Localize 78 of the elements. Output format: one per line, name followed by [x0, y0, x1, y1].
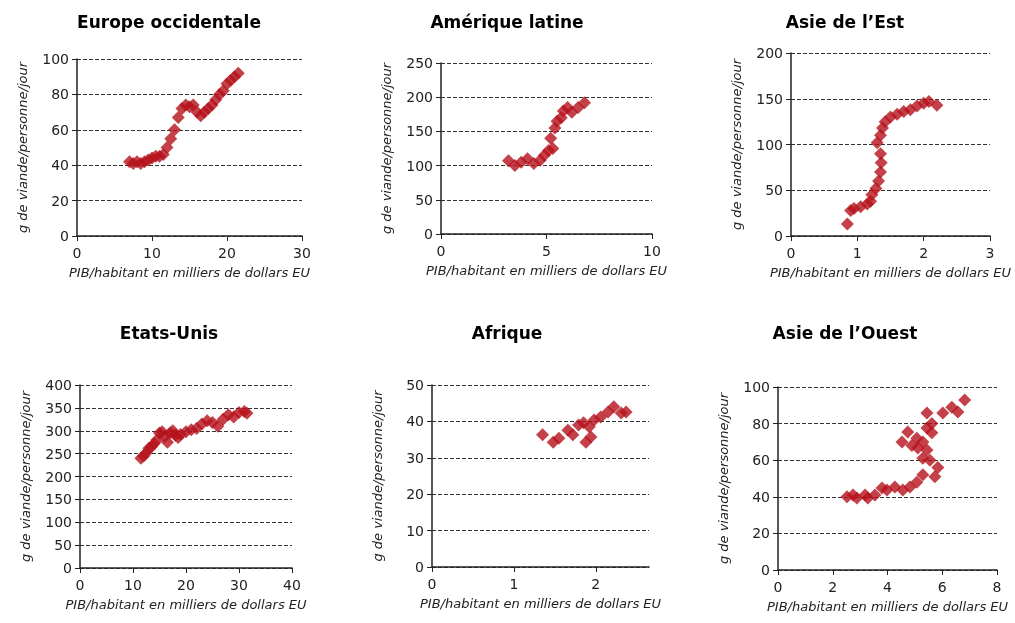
y-tick-label: 300 [45, 422, 72, 439]
y-tick-label: 60 [51, 121, 69, 138]
y-tick-label: 400 [45, 377, 72, 393]
y-tick-label: 100 [406, 157, 433, 174]
y-tick-label: 50 [54, 537, 72, 554]
x-axis-title: PIB/habitant en milliers de dollars EU [766, 599, 1009, 614]
y-tick-label: 60 [752, 452, 770, 469]
y-tick-label: 350 [45, 399, 72, 416]
y-tick-label: 50 [406, 377, 424, 393]
y-tick-label: 250 [406, 55, 433, 71]
x-tick-label: 20 [177, 577, 195, 593]
y-tick-label: 40 [406, 413, 424, 430]
chart-title: Amérique latine [430, 11, 584, 32]
y-tick-label: 100 [42, 51, 69, 67]
x-axis-title: PIB/habitant en milliers de dollars EU [68, 265, 311, 280]
y-tick-label: 150 [406, 123, 433, 140]
y-tick-label: 150 [45, 491, 72, 508]
x-tick-label: 6 [937, 579, 947, 595]
y-axis-title: g de viande/personne/jour [370, 388, 385, 562]
x-tick-label: 20 [218, 245, 236, 261]
x-tick-label: 0 [75, 577, 85, 593]
y-tick-label: 0 [415, 559, 424, 575]
y-tick-label: 0 [60, 228, 69, 244]
y-axis-title: g de viande/personne/jour [15, 60, 30, 234]
chart-title: Asie de l’Ouest [772, 322, 918, 343]
y-tick-label: 20 [752, 525, 770, 542]
x-tick-label: 0 [786, 245, 796, 261]
x-tick-label: 5 [542, 243, 551, 259]
y-tick-label: 150 [756, 90, 783, 107]
y-tick-label: 100 [756, 136, 783, 153]
y-tick-label: 10 [406, 522, 424, 539]
x-tick-label: 0 [72, 245, 82, 261]
y-axis-title: g de viande/personne/jour [729, 57, 744, 231]
y-tick-label: 100 [45, 514, 72, 531]
x-tick-label: 2 [919, 245, 929, 261]
y-tick-label: 20 [51, 192, 69, 209]
x-tick-label: 0 [436, 243, 446, 259]
x-tick-label: 10 [143, 245, 161, 261]
y-tick-label: 200 [406, 89, 433, 106]
y-tick-label: 40 [752, 488, 770, 505]
x-tick-label: 10 [124, 577, 142, 593]
x-tick-label: 1 [852, 245, 862, 261]
x-axis-title: PIB/habitant en milliers de dollars EU [425, 263, 668, 278]
chart-title: Europe occidentale [77, 11, 261, 32]
y-axis-title: g de viande/personne/jour [716, 391, 731, 565]
y-tick-label: 250 [45, 445, 72, 462]
y-tick-label: 80 [51, 86, 69, 103]
chart-title: Asie de l’Est [785, 11, 905, 32]
y-tick-label: 20 [406, 486, 424, 503]
chart-title: Etats-Unis [119, 322, 219, 343]
y-tick-label: 100 [743, 379, 770, 395]
y-tick-label: 80 [752, 415, 770, 432]
x-tick-label: 8 [992, 579, 1002, 595]
x-tick-label: 40 [283, 577, 301, 593]
x-tick-label: 3 [985, 245, 995, 261]
y-tick-label: 200 [756, 45, 783, 61]
x-tick-label: 10 [643, 243, 661, 259]
chart-title: Afrique [471, 322, 543, 343]
x-axis-title: PIB/habitant en milliers de dollars EU [769, 265, 1012, 280]
x-tick-label: 1 [509, 576, 519, 592]
x-axis-title: PIB/habitant en milliers de dollars EU [419, 596, 662, 611]
x-tick-label: 30 [293, 245, 311, 261]
y-tick-label: 0 [424, 226, 433, 242]
y-tick-label: 0 [774, 228, 783, 244]
y-tick-label: 40 [51, 157, 69, 174]
x-tick-label: 4 [883, 579, 893, 595]
x-axis-title: PIB/habitant en milliers de dollars EU [65, 597, 308, 612]
y-tick-label: 30 [406, 449, 424, 466]
y-tick-label: 50 [765, 182, 783, 199]
x-tick-label: 30 [230, 577, 248, 593]
x-tick-label: 2 [591, 576, 601, 592]
x-tick-label: 2 [828, 579, 838, 595]
y-tick-label: 50 [415, 191, 433, 208]
y-tick-label: 0 [761, 562, 770, 578]
y-axis-title: g de viande/personne/jour [18, 389, 33, 563]
y-tick-label: 200 [45, 468, 72, 485]
y-axis-title: g de viande/personne/jour [379, 61, 394, 235]
y-tick-label: 0 [63, 560, 72, 576]
